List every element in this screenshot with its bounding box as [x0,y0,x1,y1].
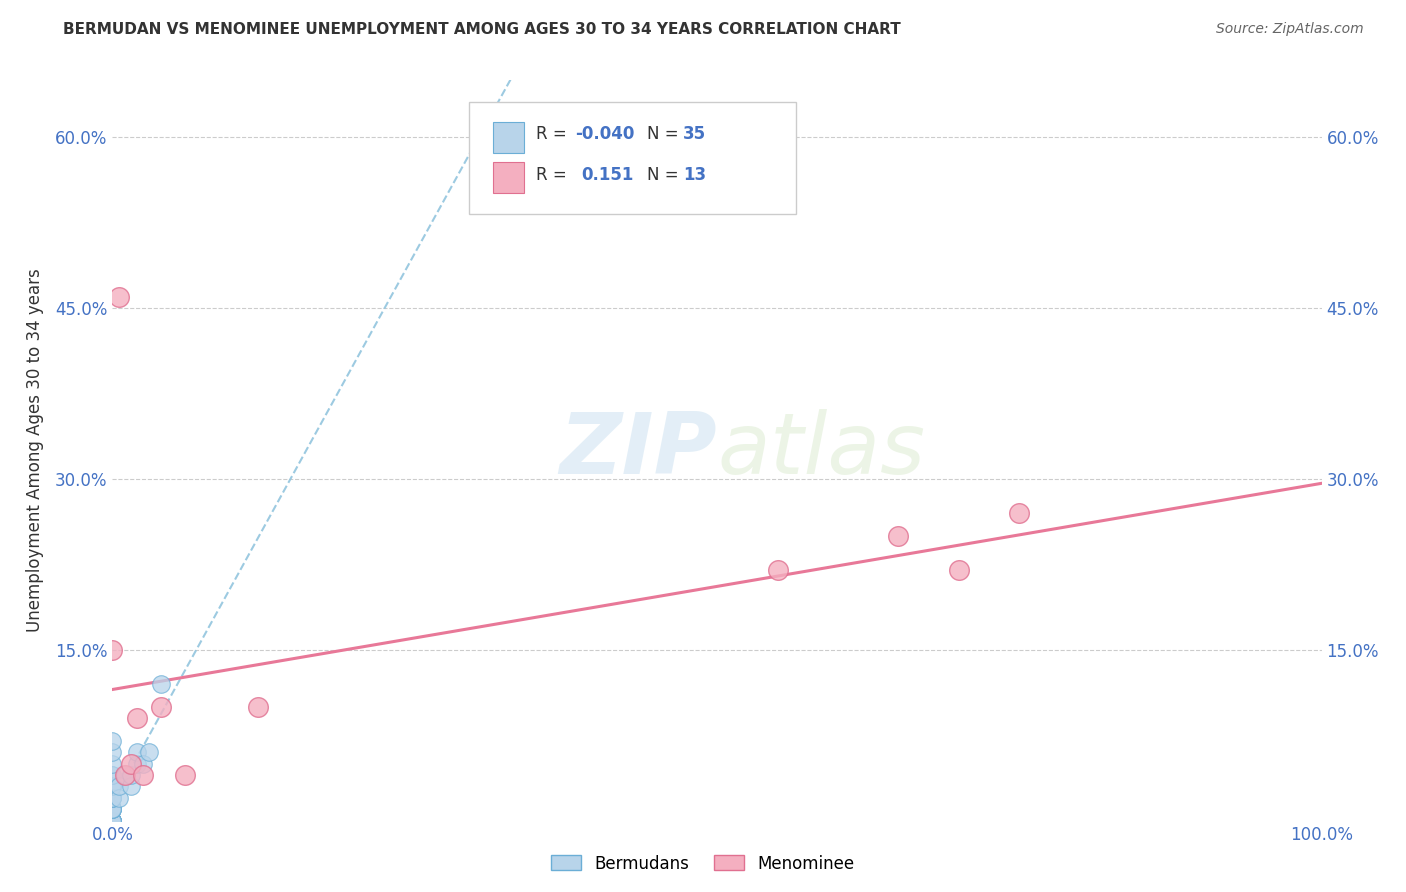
FancyBboxPatch shape [494,161,523,193]
Point [101,790,124,805]
Point [101,814,124,828]
Point [174,768,197,782]
Text: N =: N = [647,166,683,184]
Text: 13: 13 [683,166,706,184]
Point [101,802,124,816]
Text: BERMUDAN VS MENOMINEE UNEMPLOYMENT AMONG AGES 30 TO 34 YEARS CORRELATION CHART: BERMUDAN VS MENOMINEE UNEMPLOYMENT AMONG… [63,22,901,37]
Point [114,768,136,782]
Text: -0.040: -0.040 [575,125,636,143]
Y-axis label: Unemployment Among Ages 30 to 34 years: Unemployment Among Ages 30 to 34 years [25,268,44,632]
Point [101,802,124,816]
Point [766,563,789,577]
Point [948,563,970,577]
Legend: Bermudans, Menominee: Bermudans, Menominee [544,848,862,880]
Point [120,768,142,782]
Point [132,768,155,782]
Point [101,814,124,828]
FancyBboxPatch shape [470,103,796,213]
Point [149,699,172,714]
Point [101,802,124,816]
Text: ZIP: ZIP [560,409,717,492]
Point [101,642,124,657]
Point [120,756,142,771]
Point [138,745,160,759]
Point [125,745,148,759]
Point [125,711,148,725]
Point [132,756,155,771]
Text: Source: ZipAtlas.com: Source: ZipAtlas.com [1216,22,1364,37]
Text: R =: R = [536,125,572,143]
Point [149,677,172,691]
Point [125,756,148,771]
Point [101,814,124,828]
Text: R =: R = [536,166,572,184]
Point [101,814,124,828]
Point [101,802,124,816]
Text: 0.151: 0.151 [582,166,634,184]
Point [101,814,124,828]
Text: 35: 35 [683,125,706,143]
Point [101,814,124,828]
Point [120,780,142,794]
Point [101,768,124,782]
Point [114,768,136,782]
Point [101,802,124,816]
Point [107,290,129,304]
Point [246,699,269,714]
Point [101,814,124,828]
Point [887,529,910,543]
FancyBboxPatch shape [494,121,523,153]
Point [101,814,124,828]
Point [101,814,124,828]
Point [101,745,124,759]
Text: atlas: atlas [717,409,925,492]
Point [101,780,124,794]
Point [1008,506,1031,520]
Point [101,814,124,828]
Point [101,768,124,782]
Point [107,780,129,794]
Point [101,756,124,771]
Point [101,790,124,805]
Point [101,790,124,805]
Point [101,780,124,794]
Point [107,790,129,805]
Point [101,734,124,748]
Text: N =: N = [647,125,683,143]
